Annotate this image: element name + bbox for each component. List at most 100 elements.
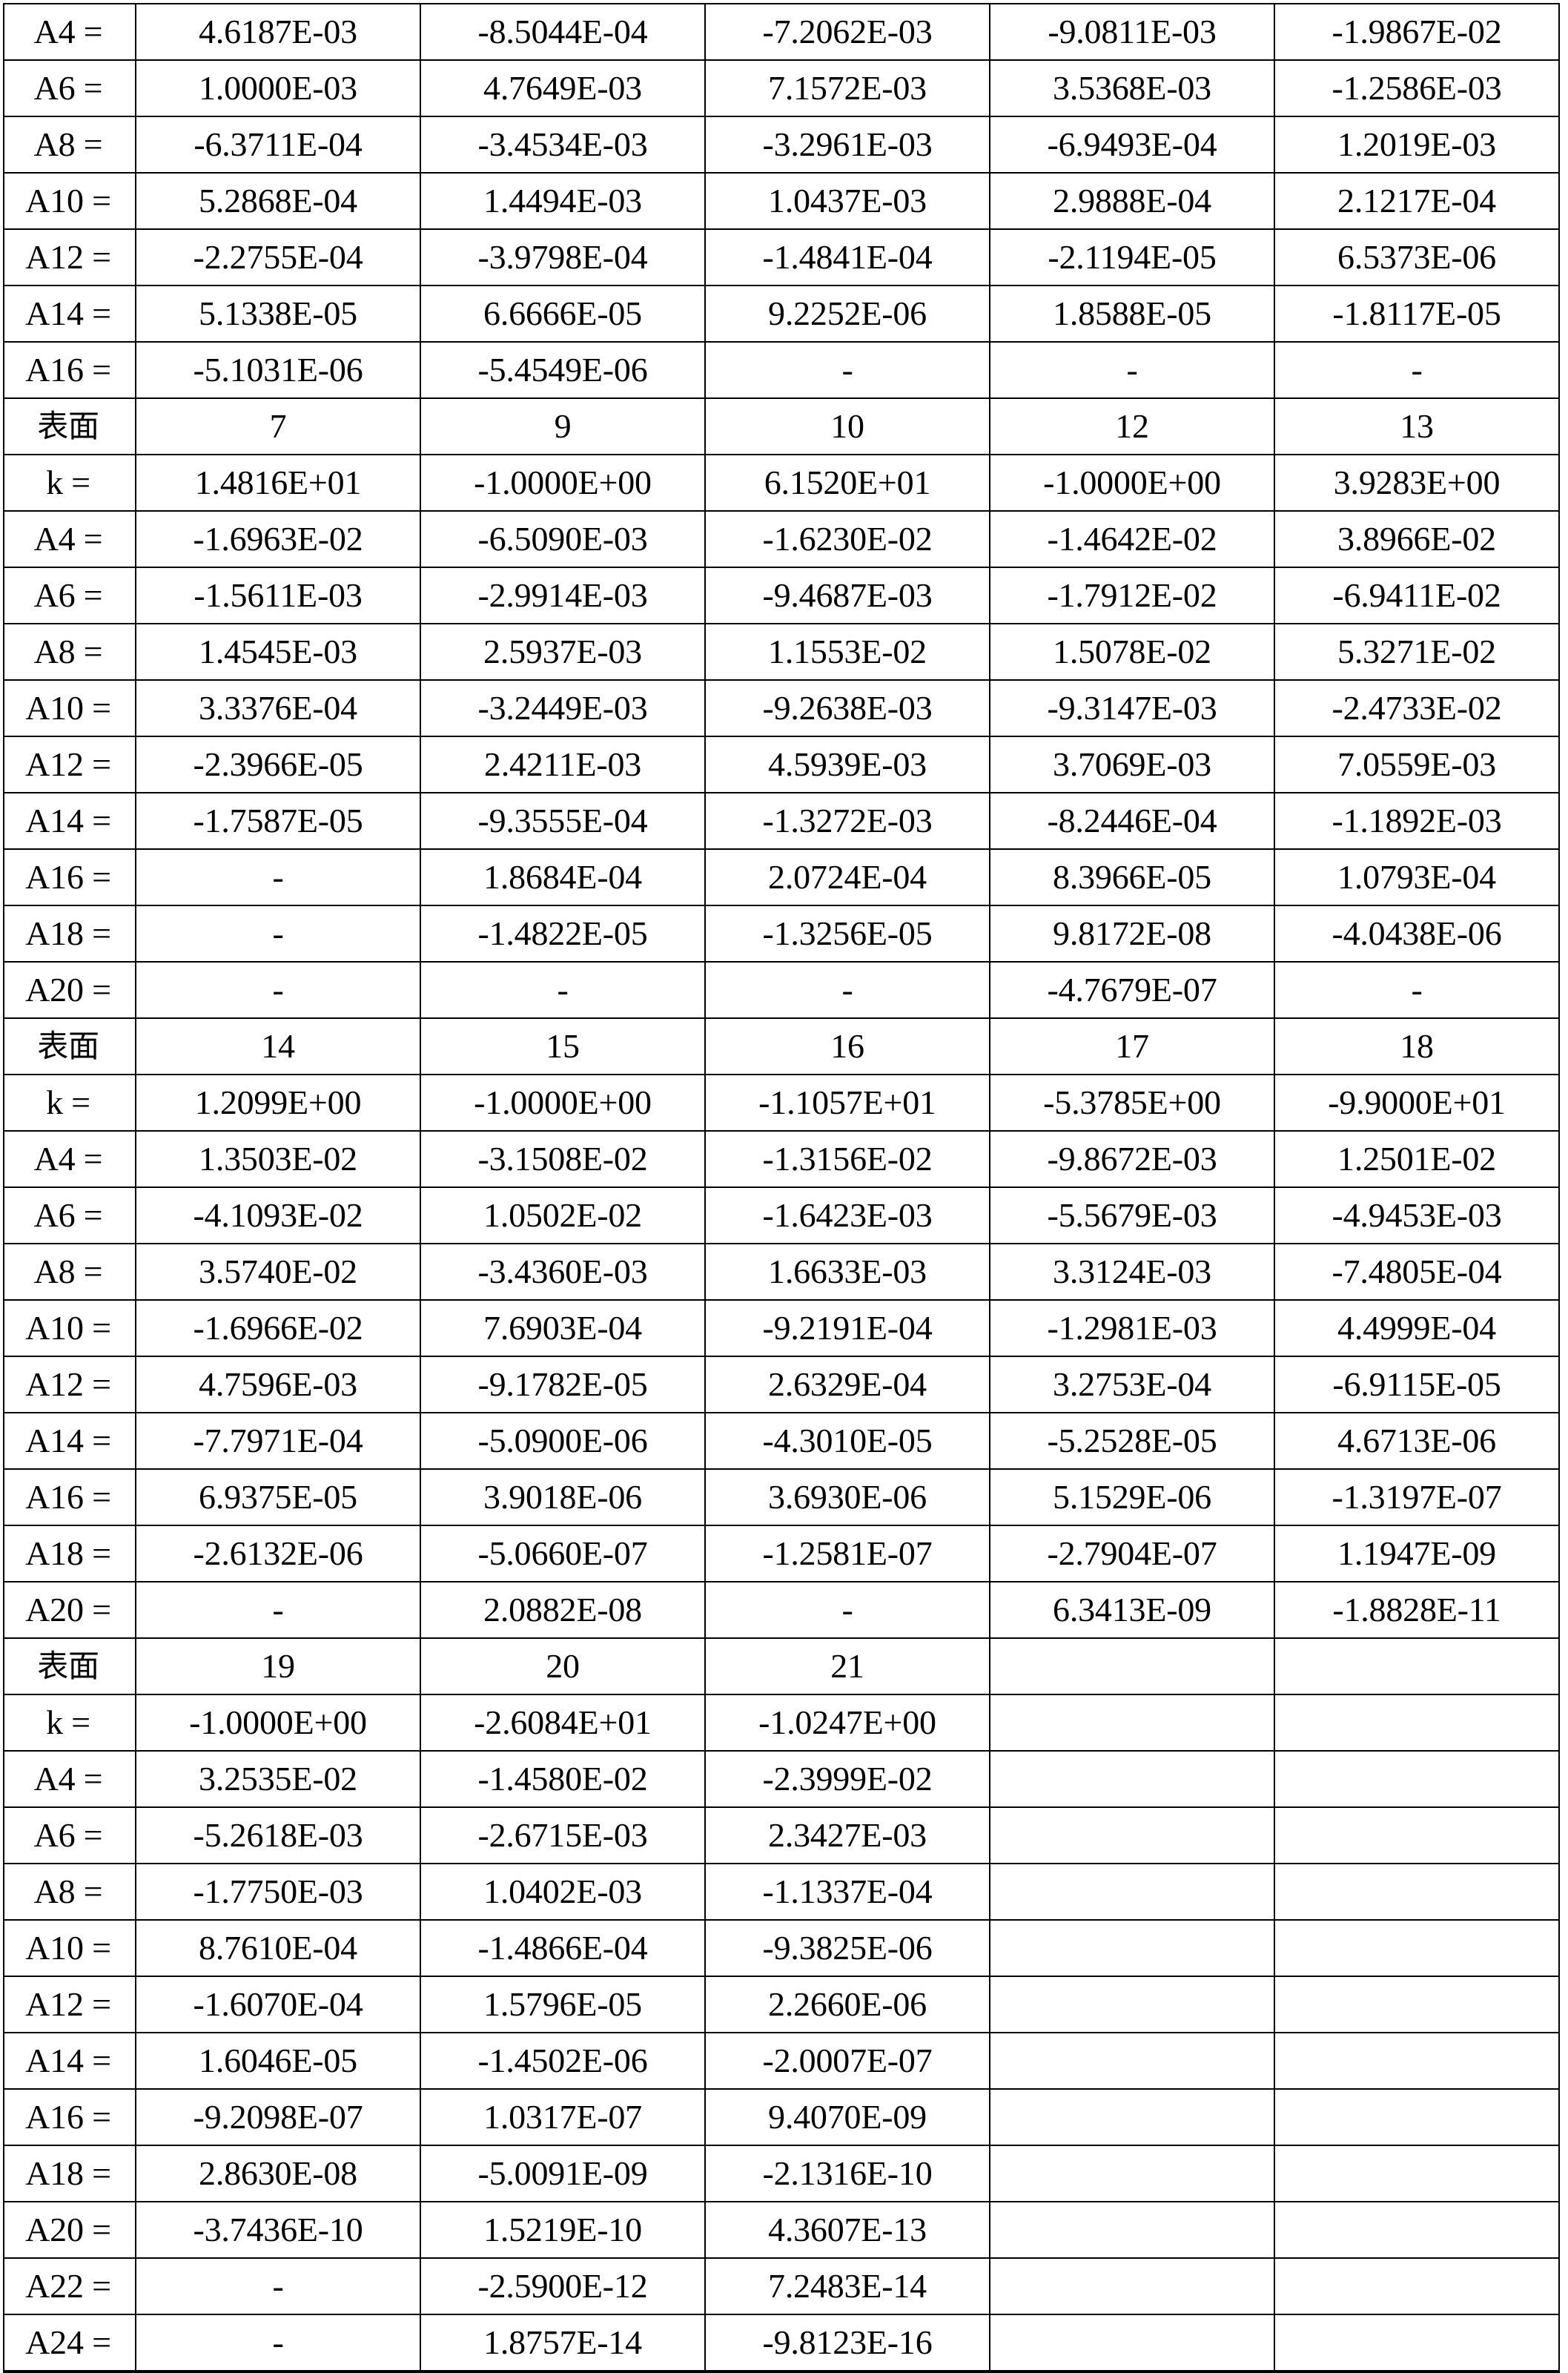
coefficient-value-cell bbox=[990, 2258, 1274, 2314]
coefficient-value-cell: 2.6329E-04 bbox=[705, 1356, 990, 1413]
coefficient-value-cell bbox=[1274, 1976, 1559, 2033]
surface-number-cell: 13 bbox=[1274, 398, 1559, 455]
coefficient-value-cell: - bbox=[420, 962, 705, 1018]
coefficient-label: A12 = bbox=[4, 736, 136, 793]
coefficient-value-cell: -6.9115E-05 bbox=[1274, 1356, 1559, 1413]
coefficient-value-cell: -2.0007E-07 bbox=[705, 2033, 990, 2089]
coefficient-value-cell: -7.7971E-04 bbox=[136, 1413, 420, 1469]
table-row: A20 =-2.0882E-08-6.3413E-09-1.8828E-11 bbox=[4, 1582, 1559, 1638]
table-row: A4 =-1.6963E-02-6.5090E-03-1.6230E-02-1.… bbox=[4, 511, 1559, 567]
coefficient-value-cell: 1.4545E-03 bbox=[136, 624, 420, 680]
surface-number-cell: 14 bbox=[136, 1018, 420, 1075]
coefficient-value-cell: -3.4360E-03 bbox=[420, 1244, 705, 1300]
coefficient-value-cell bbox=[990, 2033, 1274, 2089]
coefficient-value-cell: -2.3966E-05 bbox=[136, 736, 420, 793]
coefficient-value-cell: -1.6963E-02 bbox=[136, 511, 420, 567]
surface-header-label: 表面 bbox=[4, 1638, 136, 1694]
coefficient-value-cell: 1.0502E-02 bbox=[420, 1187, 705, 1244]
coefficient-value-cell: -1.6070E-04 bbox=[136, 1976, 420, 2033]
coefficient-value-cell: 1.4494E-03 bbox=[420, 173, 705, 229]
table-row: A4 =1.3503E-02-3.1508E-02-1.3156E-02-9.8… bbox=[4, 1131, 1559, 1187]
coefficient-label: A10 = bbox=[4, 1920, 136, 1976]
table-row: A6 =1.0000E-034.7649E-037.1572E-033.5368… bbox=[4, 60, 1559, 116]
coefficient-value-cell: 1.8588E-05 bbox=[990, 286, 1274, 342]
coefficient-value-cell: -9.2638E-03 bbox=[705, 680, 990, 736]
coefficient-value-cell: -5.0091E-09 bbox=[420, 2145, 705, 2202]
coefficient-value-cell: -1.7750E-03 bbox=[136, 1864, 420, 1920]
table-row: k =1.2099E+00-1.0000E+00-1.1057E+01-5.37… bbox=[4, 1075, 1559, 1131]
coefficient-value-cell: 1.0317E-07 bbox=[420, 2089, 705, 2145]
coefficient-value-cell bbox=[990, 1694, 1274, 1751]
coefficient-value-cell bbox=[990, 1807, 1274, 1864]
table-row: A8 =1.4545E-032.5937E-031.1553E-021.5078… bbox=[4, 624, 1559, 680]
coefficient-value-cell: -5.4549E-06 bbox=[420, 342, 705, 398]
coefficient-value-cell: 1.1553E-02 bbox=[705, 624, 990, 680]
coefficient-value-cell bbox=[1274, 1807, 1559, 1864]
coefficient-value-cell: -1.7912E-02 bbox=[990, 567, 1274, 624]
coefficient-value-cell: -9.0811E-03 bbox=[990, 4, 1274, 60]
coefficient-label: A6 = bbox=[4, 1807, 136, 1864]
coefficient-value-cell: 3.8966E-02 bbox=[1274, 511, 1559, 567]
coefficient-value-cell: 3.9283E+00 bbox=[1274, 455, 1559, 511]
coefficient-value-cell: 1.0437E-03 bbox=[705, 173, 990, 229]
coefficient-value-cell: 6.3413E-09 bbox=[990, 1582, 1274, 1638]
coefficient-value-cell: 1.5078E-02 bbox=[990, 624, 1274, 680]
coefficient-value-cell: - bbox=[136, 849, 420, 905]
coefficient-value-cell: 4.7649E-03 bbox=[420, 60, 705, 116]
coefficient-value-cell: - bbox=[136, 2258, 420, 2314]
coefficient-label: A6 = bbox=[4, 60, 136, 116]
coefficient-value-cell: -2.2755E-04 bbox=[136, 229, 420, 286]
coefficient-value-cell: 2.4211E-03 bbox=[420, 736, 705, 793]
coefficient-value-cell: 1.0000E-03 bbox=[136, 60, 420, 116]
coefficient-value-cell: -9.8672E-03 bbox=[990, 1131, 1274, 1187]
table-row: A14 =-7.7971E-04-5.0900E-06-4.3010E-05-5… bbox=[4, 1413, 1559, 1469]
table-row: A8 =-6.3711E-04-3.4534E-03-3.2961E-03-6.… bbox=[4, 116, 1559, 173]
coefficient-value-cell: -1.5611E-03 bbox=[136, 567, 420, 624]
coefficient-value-cell bbox=[1274, 1920, 1559, 1976]
coefficient-value-cell: 2.9888E-04 bbox=[990, 173, 1274, 229]
table-row: A24 =-1.8757E-14-9.8123E-16 bbox=[4, 2314, 1559, 2372]
coefficient-value-cell bbox=[1274, 1751, 1559, 1807]
coefficient-value-cell: 9.2252E-06 bbox=[705, 286, 990, 342]
table-row: A10 =3.3376E-04-3.2449E-03-9.2638E-03-9.… bbox=[4, 680, 1559, 736]
coefficient-value-cell: -2.4733E-02 bbox=[1274, 680, 1559, 736]
coefficient-value-cell: -1.4866E-04 bbox=[420, 1920, 705, 1976]
coefficient-value-cell: -5.2618E-03 bbox=[136, 1807, 420, 1864]
coefficient-label: A10 = bbox=[4, 680, 136, 736]
coefficient-value-cell: -5.3785E+00 bbox=[990, 1075, 1274, 1131]
table-row: A16 =-9.2098E-071.0317E-079.4070E-09 bbox=[4, 2089, 1559, 2145]
table-row: A4 =4.6187E-03-8.5044E-04-7.2062E-03-9.0… bbox=[4, 4, 1559, 60]
coefficient-value-cell: -6.9493E-04 bbox=[990, 116, 1274, 173]
coefficient-value-cell: 4.6187E-03 bbox=[136, 4, 420, 60]
coefficient-value-cell: -9.4687E-03 bbox=[705, 567, 990, 624]
coefficient-label: A8 = bbox=[4, 1244, 136, 1300]
coefficient-label: A4 = bbox=[4, 511, 136, 567]
table-row: A20 =----4.7679E-07- bbox=[4, 962, 1559, 1018]
surface-number-cell bbox=[1274, 1638, 1559, 1694]
coefficient-value-cell: -7.2062E-03 bbox=[705, 4, 990, 60]
aspheric-coefficient-table: A4 =4.6187E-03-8.5044E-04-7.2062E-03-9.0… bbox=[3, 3, 1560, 2373]
coefficient-value-cell: -2.9914E-03 bbox=[420, 567, 705, 624]
coefficient-value-cell: 2.1217E-04 bbox=[1274, 173, 1559, 229]
coefficient-value-cell: 2.2660E-06 bbox=[705, 1976, 990, 2033]
coefficient-value-cell: -1.0247E+00 bbox=[705, 1694, 990, 1751]
coefficient-value-cell: -1.7587E-05 bbox=[136, 793, 420, 849]
coefficient-value-cell: -6.5090E-03 bbox=[420, 511, 705, 567]
table-row: A18 =--1.4822E-05-1.3256E-059.8172E-08-4… bbox=[4, 905, 1559, 962]
coefficient-value-cell: 3.2753E-04 bbox=[990, 1356, 1274, 1413]
table-row: k =1.4816E+01-1.0000E+006.1520E+01-1.000… bbox=[4, 455, 1559, 511]
surface-header-label: 表面 bbox=[4, 398, 136, 455]
coefficient-value-cell: 5.1338E-05 bbox=[136, 286, 420, 342]
table-row: A16 =-1.8684E-042.0724E-048.3966E-051.07… bbox=[4, 849, 1559, 905]
coefficient-value-cell: -1.3156E-02 bbox=[705, 1131, 990, 1187]
coefficient-value-cell: -1.6230E-02 bbox=[705, 511, 990, 567]
coefficient-value-cell: -5.5679E-03 bbox=[990, 1187, 1274, 1244]
coefficient-label: A20 = bbox=[4, 962, 136, 1018]
coefficient-value-cell: 9.4070E-09 bbox=[705, 2089, 990, 2145]
coefficient-label: A14 = bbox=[4, 1413, 136, 1469]
surface-number-cell: 12 bbox=[990, 398, 1274, 455]
coefficient-value-cell: -1.9867E-02 bbox=[1274, 4, 1559, 60]
coefficient-value-cell: 1.5219E-10 bbox=[420, 2202, 705, 2258]
coefficient-value-cell bbox=[990, 1920, 1274, 1976]
coefficient-value-cell: -2.5900E-12 bbox=[420, 2258, 705, 2314]
